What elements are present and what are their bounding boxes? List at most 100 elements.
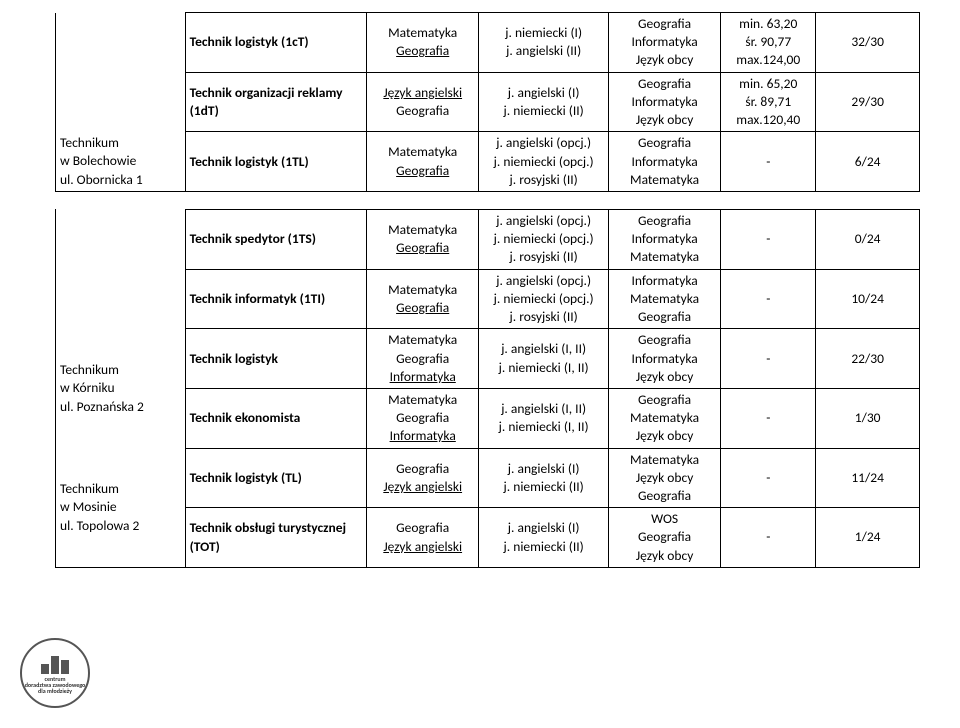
cell-line: Geografia	[613, 134, 716, 152]
cell-line: Geografia	[371, 102, 474, 120]
cell-line: Geografia	[613, 212, 716, 230]
cell-line: max.120,40	[725, 111, 811, 129]
cell-line: j. angielski (II)	[483, 42, 604, 60]
cell: GeografiaInformatykaJęzyk obcy	[608, 13, 720, 73]
cell-line: Geografia	[613, 331, 716, 349]
table-row: Technik obsługi turystycznej (TOT)Geogra…	[56, 508, 920, 568]
cell-line: Język obcy	[613, 547, 716, 565]
score-cell: min. 65,20śr. 89,71max.120,40	[721, 72, 816, 132]
cell-line: Informatyka	[371, 368, 474, 386]
cell-line: j. niemiecki (I, II)	[483, 359, 604, 377]
cell: InformatykaMatematykaGeografia	[608, 269, 720, 329]
cell: Technik logistyk (1TL)	[185, 132, 366, 192]
cell-line: Geografia	[371, 299, 474, 317]
cell: GeografiaInformatykaMatematyka	[608, 209, 720, 269]
table-row: Technik ekonomistaMatematykaGeografiaInf…	[56, 388, 920, 448]
school-cell: Technikum w Kórnikuul. Poznańska 2	[56, 329, 186, 448]
cell-line: Geografia	[613, 75, 716, 93]
cell: 6/24	[816, 132, 920, 192]
cell-line: j. niemiecki (opcj.)	[483, 290, 604, 308]
cell-line: Język obcy	[613, 51, 716, 69]
cell-line: j. rosyjski (II)	[483, 308, 604, 326]
cell-line: Geografia	[613, 391, 716, 409]
cell-line: j. niemiecki (II)	[483, 538, 604, 556]
cell: WOSGeografiaJęzyk obcy	[608, 508, 720, 568]
table-row: Technik spedytor (1TS)MatematykaGeografi…	[56, 209, 920, 269]
cell: MatematykaJęzyk obcyGeografia	[608, 448, 720, 508]
lang-cell: j. angielski (I)j. niemiecki (II)	[479, 72, 609, 132]
cell: 1/30	[816, 388, 920, 448]
footer-logo: centrum doradztwa zawodowego dla młodzie…	[20, 638, 90, 708]
extras-cell: GeografiaInformatykaJęzyk obcy	[608, 72, 720, 132]
profile-cell: Technik organizacji reklamy(1dT)	[185, 72, 366, 132]
cell: j. angielski (I, II)j. niemiecki (I, II)	[479, 388, 609, 448]
cell-line: -	[725, 409, 811, 427]
cell-line: Informatyka	[371, 427, 474, 445]
cell-line: -	[725, 350, 811, 368]
cell-line: j. niemiecki (opcj.)	[483, 230, 604, 248]
cell: -	[721, 508, 816, 568]
table-row: Technikumw Bolechowieul. Obornicka 1Tech…	[56, 132, 920, 192]
cell: 22/30	[816, 329, 920, 389]
cell-line: Matematyka	[371, 24, 474, 42]
cell: MatematykaGeografiaInformatyka	[367, 329, 479, 389]
cell-line: Język obcy	[613, 469, 716, 487]
cell-line: -	[725, 528, 811, 546]
cell: 11/24	[816, 448, 920, 508]
cell-line: Język angielski	[371, 84, 474, 102]
cell-line: j. rosyjski (II)	[483, 171, 604, 189]
cell-line: Geografia	[613, 308, 716, 326]
cell-line: j. niemiecki (opcj.)	[483, 153, 604, 171]
cell-line: Język obcy	[613, 368, 716, 386]
cell-line: Matematyka	[371, 281, 474, 299]
cell: 32/30	[816, 13, 920, 73]
cell: j. angielski (I, II)j. niemiecki (I, II)	[479, 329, 609, 389]
cell: -	[721, 209, 816, 269]
cell-line: j. angielski (opcj.)	[483, 134, 604, 152]
cell-line: Matematyka	[371, 331, 474, 349]
cell-line: j. angielski (opcj.)	[483, 212, 604, 230]
cell: MatematykaGeografia	[367, 269, 479, 329]
cell-line: Informatyka	[613, 272, 716, 290]
cell: GeografiaJęzyk angielski	[367, 508, 479, 568]
table-row: Technik informatyk (1TI)MatematykaGeogra…	[56, 269, 920, 329]
cell: GeografiaInformatykaJęzyk obcy	[608, 329, 720, 389]
cell-line: Matematyka	[371, 391, 474, 409]
cell-line: Język obcy	[613, 427, 716, 445]
cell: -	[721, 448, 816, 508]
cell: 0/24	[816, 209, 920, 269]
school-cell: Technikumw Bolechowieul. Obornicka 1	[56, 132, 186, 192]
cell: GeografiaInformatykaMatematyka	[608, 132, 720, 192]
cell-line: Informatyka	[613, 153, 716, 171]
cell: -	[721, 269, 816, 329]
table-row: Technik organizacji reklamy(1dT) Język an…	[56, 72, 920, 132]
table-row: Technik logistyk (1cT) Matematyka Geografi…	[56, 13, 920, 73]
cell-line: Geografia	[613, 487, 716, 505]
profile-cell: Technik logistyk (1cT)	[185, 13, 366, 73]
cell-line: j. niemiecki (II)	[483, 478, 604, 496]
cell-line: Geografia	[371, 519, 474, 537]
cell: MatematykaGeografiaInformatyka	[367, 388, 479, 448]
cell: 10/24	[816, 269, 920, 329]
cell: j. angielski (opcj.)j. niemiecki (opcj.)…	[479, 132, 609, 192]
profile-cell: Technik obsługi turystycznej (TOT)	[185, 508, 366, 568]
cell-line: min. 63,20	[725, 15, 811, 33]
cell-line: Geografia	[371, 460, 474, 478]
cell-line: Informatyka	[613, 230, 716, 248]
cell-line: j. niemiecki (II)	[483, 102, 604, 120]
cell-line: Geografia	[613, 528, 716, 546]
cell-line: Język obcy	[613, 111, 716, 129]
cell-line: j. angielski (I, II)	[483, 400, 604, 418]
cell: j. angielski (I)j. niemiecki (II)	[479, 508, 609, 568]
cell-line: j. angielski (opcj.)	[483, 272, 604, 290]
cell: 1/24	[816, 508, 920, 568]
cell-line: Informatyka	[613, 350, 716, 368]
cell-line: śr. 90,77	[725, 33, 811, 51]
cell: -	[721, 132, 816, 192]
school-cell	[56, 13, 186, 132]
school-cell	[56, 209, 186, 328]
profile-cell: Technik ekonomista	[185, 388, 366, 448]
table-row: Technikum w Kórnikuul. Poznańska 2Techni…	[56, 329, 920, 389]
cell-line: Geografia	[371, 239, 474, 257]
cell-line: Informatyka	[613, 33, 716, 51]
